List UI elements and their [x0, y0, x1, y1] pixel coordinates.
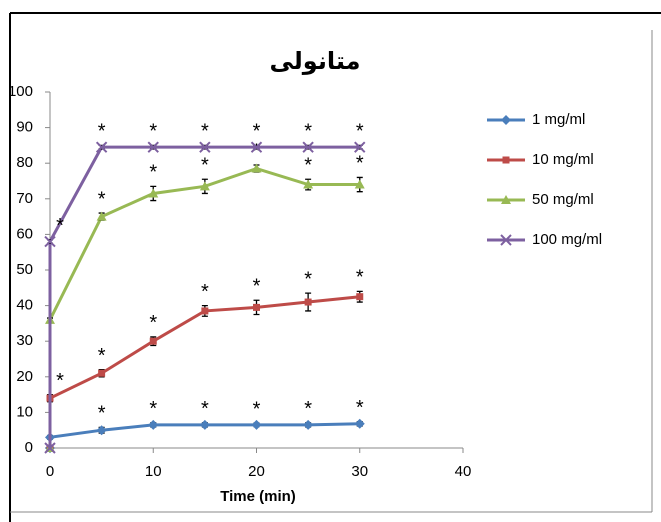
- legend-marker: [501, 115, 511, 125]
- significance-label: *: [356, 397, 364, 419]
- significance-label: *: [56, 215, 64, 237]
- legend-label: 50 mg/ml: [532, 191, 594, 208]
- x-axis-label: Time (min): [220, 488, 296, 505]
- legend-marker: [501, 195, 511, 204]
- significance-label: *: [149, 162, 157, 184]
- significance-label: *: [149, 121, 157, 143]
- y-tick-label: 80: [16, 154, 33, 171]
- data-point: [354, 141, 366, 153]
- significance-label: *: [253, 140, 261, 162]
- x-tick-label: 10: [145, 463, 162, 480]
- y-tick-label: 100: [8, 83, 33, 100]
- data-point: [251, 419, 262, 430]
- legend-marker: [500, 234, 512, 246]
- data-point: [354, 418, 365, 429]
- data-point: [44, 235, 56, 248]
- data-point: [98, 369, 106, 377]
- data-point: [251, 163, 262, 173]
- significance-label: *: [56, 370, 64, 392]
- significance-label: *: [149, 312, 157, 334]
- legend-label: 10 mg/ml: [532, 151, 594, 168]
- data-point: [148, 419, 159, 430]
- y-tick-label: 50: [16, 261, 33, 278]
- data-point: [303, 419, 314, 430]
- significance-label: *: [304, 398, 312, 420]
- data-point: [96, 425, 107, 436]
- data-point: [199, 141, 211, 153]
- significance-label: *: [98, 345, 106, 367]
- data-point: [253, 303, 260, 311]
- data-point: [148, 188, 159, 198]
- significance-label: *: [253, 398, 261, 420]
- data-point: [149, 337, 157, 345]
- data-point: [95, 141, 108, 153]
- significance-label: *: [356, 153, 364, 175]
- series-line: [48, 295, 360, 448]
- data-point: [356, 293, 364, 301]
- y-tick-label: 10: [16, 403, 33, 420]
- x-tick-label: 0: [46, 463, 54, 480]
- y-tick-label: 20: [16, 368, 33, 385]
- legend-label: 1 mg/ml: [532, 111, 585, 128]
- y-tick-label: 40: [16, 297, 33, 314]
- data-point: [147, 141, 159, 153]
- significance-label: *: [304, 268, 312, 290]
- data-point: [354, 179, 365, 189]
- significance-label: *: [201, 281, 209, 303]
- series-line: [48, 166, 360, 448]
- y-tick-label: 0: [25, 439, 33, 456]
- series-line: [48, 422, 360, 448]
- data-point: [302, 141, 314, 153]
- legend-label: 100 mg/ml: [532, 231, 602, 248]
- significance-label: *: [201, 155, 209, 177]
- y-tick-label: 30: [16, 332, 33, 349]
- significance-label: *: [98, 188, 106, 210]
- significance-label: *: [98, 403, 106, 425]
- data-point: [199, 181, 210, 191]
- significance-label: *: [356, 267, 364, 289]
- chart-title: متانولی: [269, 47, 360, 75]
- significance-label: *: [304, 155, 312, 177]
- significance-label: *: [253, 121, 261, 143]
- x-tick-label: 40: [455, 463, 472, 480]
- y-tick-label: 60: [16, 225, 33, 242]
- data-point: [199, 419, 210, 430]
- series-line: [48, 145, 360, 448]
- data-point: [44, 442, 56, 454]
- data-point: [201, 307, 209, 315]
- significance-label: *: [253, 276, 261, 298]
- x-tick-label: 30: [351, 463, 368, 480]
- x-tick-label: 20: [248, 463, 265, 480]
- data-point: [303, 179, 314, 189]
- data-point: [304, 298, 312, 306]
- significance-label: *: [98, 121, 106, 143]
- data-point: [96, 211, 107, 221]
- y-tick-label: 70: [16, 190, 33, 207]
- legend-marker: [502, 156, 510, 164]
- significance-label: *: [201, 398, 209, 420]
- significance-label: *: [304, 121, 312, 143]
- significance-label: *: [356, 121, 364, 143]
- data-point: [250, 141, 263, 153]
- significance-label: *: [201, 121, 209, 143]
- y-tick-label: 90: [16, 119, 33, 136]
- significance-label: *: [149, 398, 157, 420]
